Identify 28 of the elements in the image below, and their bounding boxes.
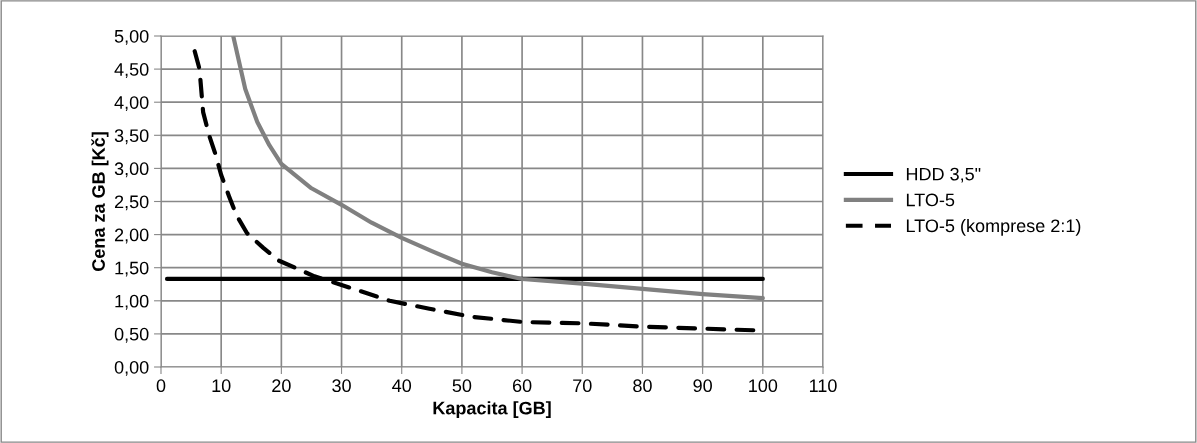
- y-tick-label: 1,50: [115, 261, 149, 277]
- x-axis-title: Kapacita [GB]: [433, 401, 551, 419]
- x-tick-label: 30: [332, 379, 351, 393]
- x-tick-label: 70: [573, 379, 592, 393]
- y-tick-label: 4,00: [114, 96, 149, 112]
- y-axis-title: Cena za GB [Kč]: [91, 132, 109, 271]
- x-tick-label: 100: [749, 379, 778, 393]
- x-tick-label: 40: [392, 379, 412, 393]
- y-tick-label: 2,50: [114, 195, 149, 211]
- x-tick-label: 20: [272, 379, 291, 393]
- y-tick-label: 5,00: [114, 29, 149, 45]
- legend-label: HDD 3,5": [906, 167, 981, 183]
- x-tick-label: 50: [452, 379, 472, 393]
- x-tick-label: 110: [809, 379, 837, 393]
- x-tick-label: 80: [633, 379, 652, 393]
- legend-label: LTO-5: [906, 193, 955, 207]
- y-tick-label: 1,00: [115, 294, 149, 310]
- y-tick-label: 0,00: [114, 360, 149, 376]
- x-tick-label: 10: [212, 379, 231, 393]
- y-tick-label: 0,50: [114, 327, 149, 343]
- x-tick-label: 0: [156, 379, 166, 393]
- legend-label: LTO-5 (komprese 2:1): [906, 218, 1081, 236]
- x-tick-label: 60: [512, 379, 532, 393]
- y-tick-label: 3,00: [114, 162, 149, 178]
- y-tick-label: 2,00: [114, 228, 149, 244]
- y-tick-label: 4,50: [114, 63, 149, 78]
- y-tick-label: 3,50: [114, 129, 149, 145]
- x-tick-label: 90: [693, 379, 712, 393]
